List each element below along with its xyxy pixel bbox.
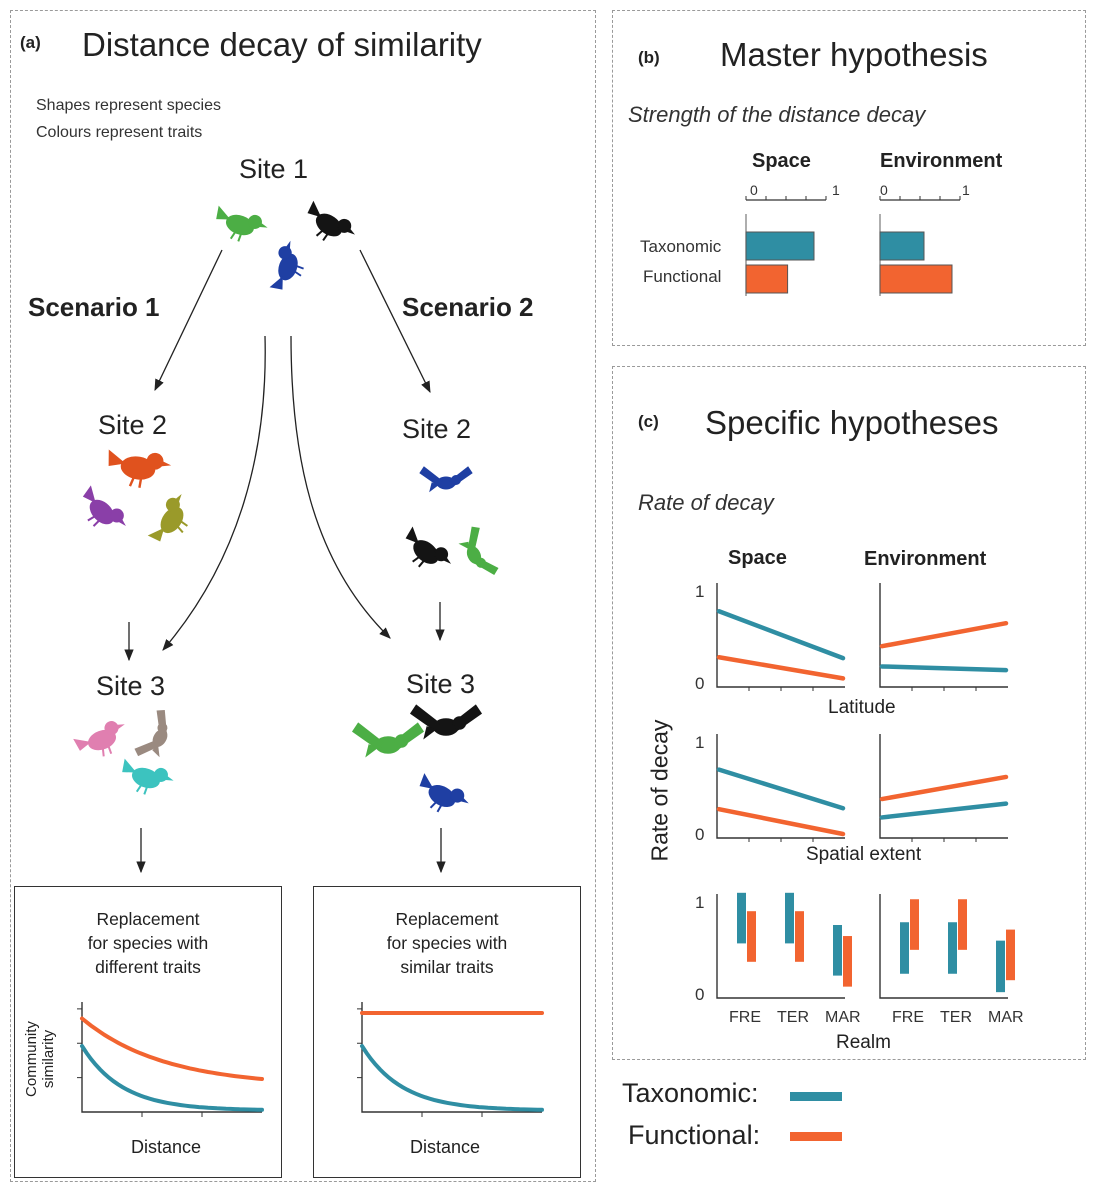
panel-c-range-ter-taxonomic xyxy=(948,922,957,974)
specific-hypotheses-charts: 1 0 1 0 1 0 FRE TER MAR FRE TER MAR xyxy=(612,366,1086,1060)
decay-chart-different xyxy=(72,1002,272,1122)
panel-b-space-bar-taxonomic xyxy=(746,232,814,260)
panel-c-range-ter-taxonomic xyxy=(785,893,794,944)
panel-c-realm-fre: FRE xyxy=(892,1009,924,1026)
decay-series-taxonomic xyxy=(362,1046,542,1110)
panel-c-line-functional xyxy=(719,809,843,834)
panel-c-line-functional xyxy=(882,623,1006,646)
panel-c-line-functional xyxy=(882,777,1006,799)
panel-c-realm-ter: TER xyxy=(940,1009,972,1026)
panel-c-range-ter-functional xyxy=(958,899,967,950)
panel-b-space-bar-functional xyxy=(746,265,788,293)
panel-c-range-fre-taxonomic xyxy=(737,893,746,944)
legend-functional-swatch xyxy=(790,1132,842,1141)
panel-c-range-fre-taxonomic xyxy=(900,922,909,974)
box-right-title-3: similar traits xyxy=(314,955,580,979)
panel-c-range-fre-functional xyxy=(910,899,919,950)
arrow-site1-site3-left xyxy=(163,336,265,650)
panel-c-tick-0: 0 xyxy=(695,825,704,844)
panel-b-env-bar-functional xyxy=(880,265,952,293)
decay-axes xyxy=(82,1002,262,1112)
pink-bird-icon xyxy=(73,718,131,764)
panel-c-tick-1: 1 xyxy=(695,582,704,601)
box-left-ylabel-1: Community xyxy=(23,1014,40,1104)
black-bird-icon xyxy=(299,198,358,252)
box-right-xlabel: Distance xyxy=(410,1137,480,1158)
legend-functional-label: Functional: xyxy=(628,1120,760,1151)
blue-flying-bird-icon xyxy=(420,467,472,491)
arrow-site1-scenario1 xyxy=(155,250,222,390)
panel-a-diagram xyxy=(0,0,596,900)
panel-c-range-mar-functional xyxy=(843,936,852,987)
arrow-site1-scenario2 xyxy=(360,250,430,392)
panel-c-realm-mar: MAR xyxy=(988,1009,1024,1026)
box-left-ylabel: Community similarity xyxy=(23,1014,57,1104)
panel-c-axes xyxy=(717,894,845,998)
panel-c-tick-1: 1 xyxy=(695,893,704,912)
box-left-ylabel-2: similarity xyxy=(40,1014,57,1104)
blue-bird-2-icon xyxy=(411,770,470,822)
panel-c-range-mar-taxonomic xyxy=(833,925,842,976)
panel-c-range-ter-functional xyxy=(795,911,804,962)
panel-c-range-mar-taxonomic xyxy=(996,941,1005,993)
box-right-title-2: for species with xyxy=(314,931,580,955)
panel-c-range-mar-functional xyxy=(1006,930,1015,981)
box-left-title-1: Replacement xyxy=(15,907,281,931)
green-flying-bird-icon xyxy=(456,525,500,582)
purple-bird-icon xyxy=(72,483,130,541)
green-flying-bird-2-icon xyxy=(353,723,423,755)
panel-c-line-taxonomic xyxy=(882,666,1006,670)
blue-bird-icon xyxy=(267,240,311,295)
panel-b-subtitle: Strength of the distance decay xyxy=(628,102,925,128)
panel-c-realm-fre: FRE xyxy=(729,1009,761,1026)
legend-taxonomic-label: Taxonomic: xyxy=(622,1078,759,1109)
panel-c-realm-ter: TER xyxy=(777,1009,809,1026)
orange-bird-icon xyxy=(104,445,171,492)
panel-c-line-functional xyxy=(719,657,843,678)
taupe-flying-bird-icon xyxy=(133,707,180,764)
box-left-xlabel: Distance xyxy=(131,1137,201,1158)
panel-c-range-fre-functional xyxy=(747,911,756,962)
panel-b-env-bar-taxonomic xyxy=(880,232,924,260)
panel-c-line-taxonomic xyxy=(882,804,1006,818)
panel-c-tick-0: 0 xyxy=(695,985,704,1004)
master-hypothesis-bars xyxy=(612,150,1086,350)
panel-c-line-taxonomic xyxy=(719,611,843,658)
box-right-title-1: Replacement xyxy=(314,907,580,931)
arrow-site1-site3-right xyxy=(291,336,390,638)
panel-b-label: (b) xyxy=(638,48,660,68)
panel-c-tick-1: 1 xyxy=(695,733,704,752)
black-bird-2-icon xyxy=(396,524,455,580)
teal-bird-icon xyxy=(116,755,174,801)
panel-c-line-taxonomic xyxy=(719,770,843,809)
box-left-title-3: different traits xyxy=(15,955,281,979)
panel-c-realm-mar: MAR xyxy=(825,1009,861,1026)
panel-b-title: Master hypothesis xyxy=(720,36,988,74)
panel-c-tick-0: 0 xyxy=(695,674,704,693)
legend-taxonomic-swatch xyxy=(790,1092,842,1101)
panel-c-axes xyxy=(880,894,1008,998)
decay-chart-similar xyxy=(352,1002,552,1122)
legend-swatches xyxy=(784,1080,864,1160)
box-left-title-2: for species with xyxy=(15,931,281,955)
olive-bird-icon xyxy=(145,491,199,550)
decay-series-functional xyxy=(82,1019,262,1080)
decay-axes xyxy=(362,1002,542,1112)
green-bird-icon xyxy=(210,202,268,248)
